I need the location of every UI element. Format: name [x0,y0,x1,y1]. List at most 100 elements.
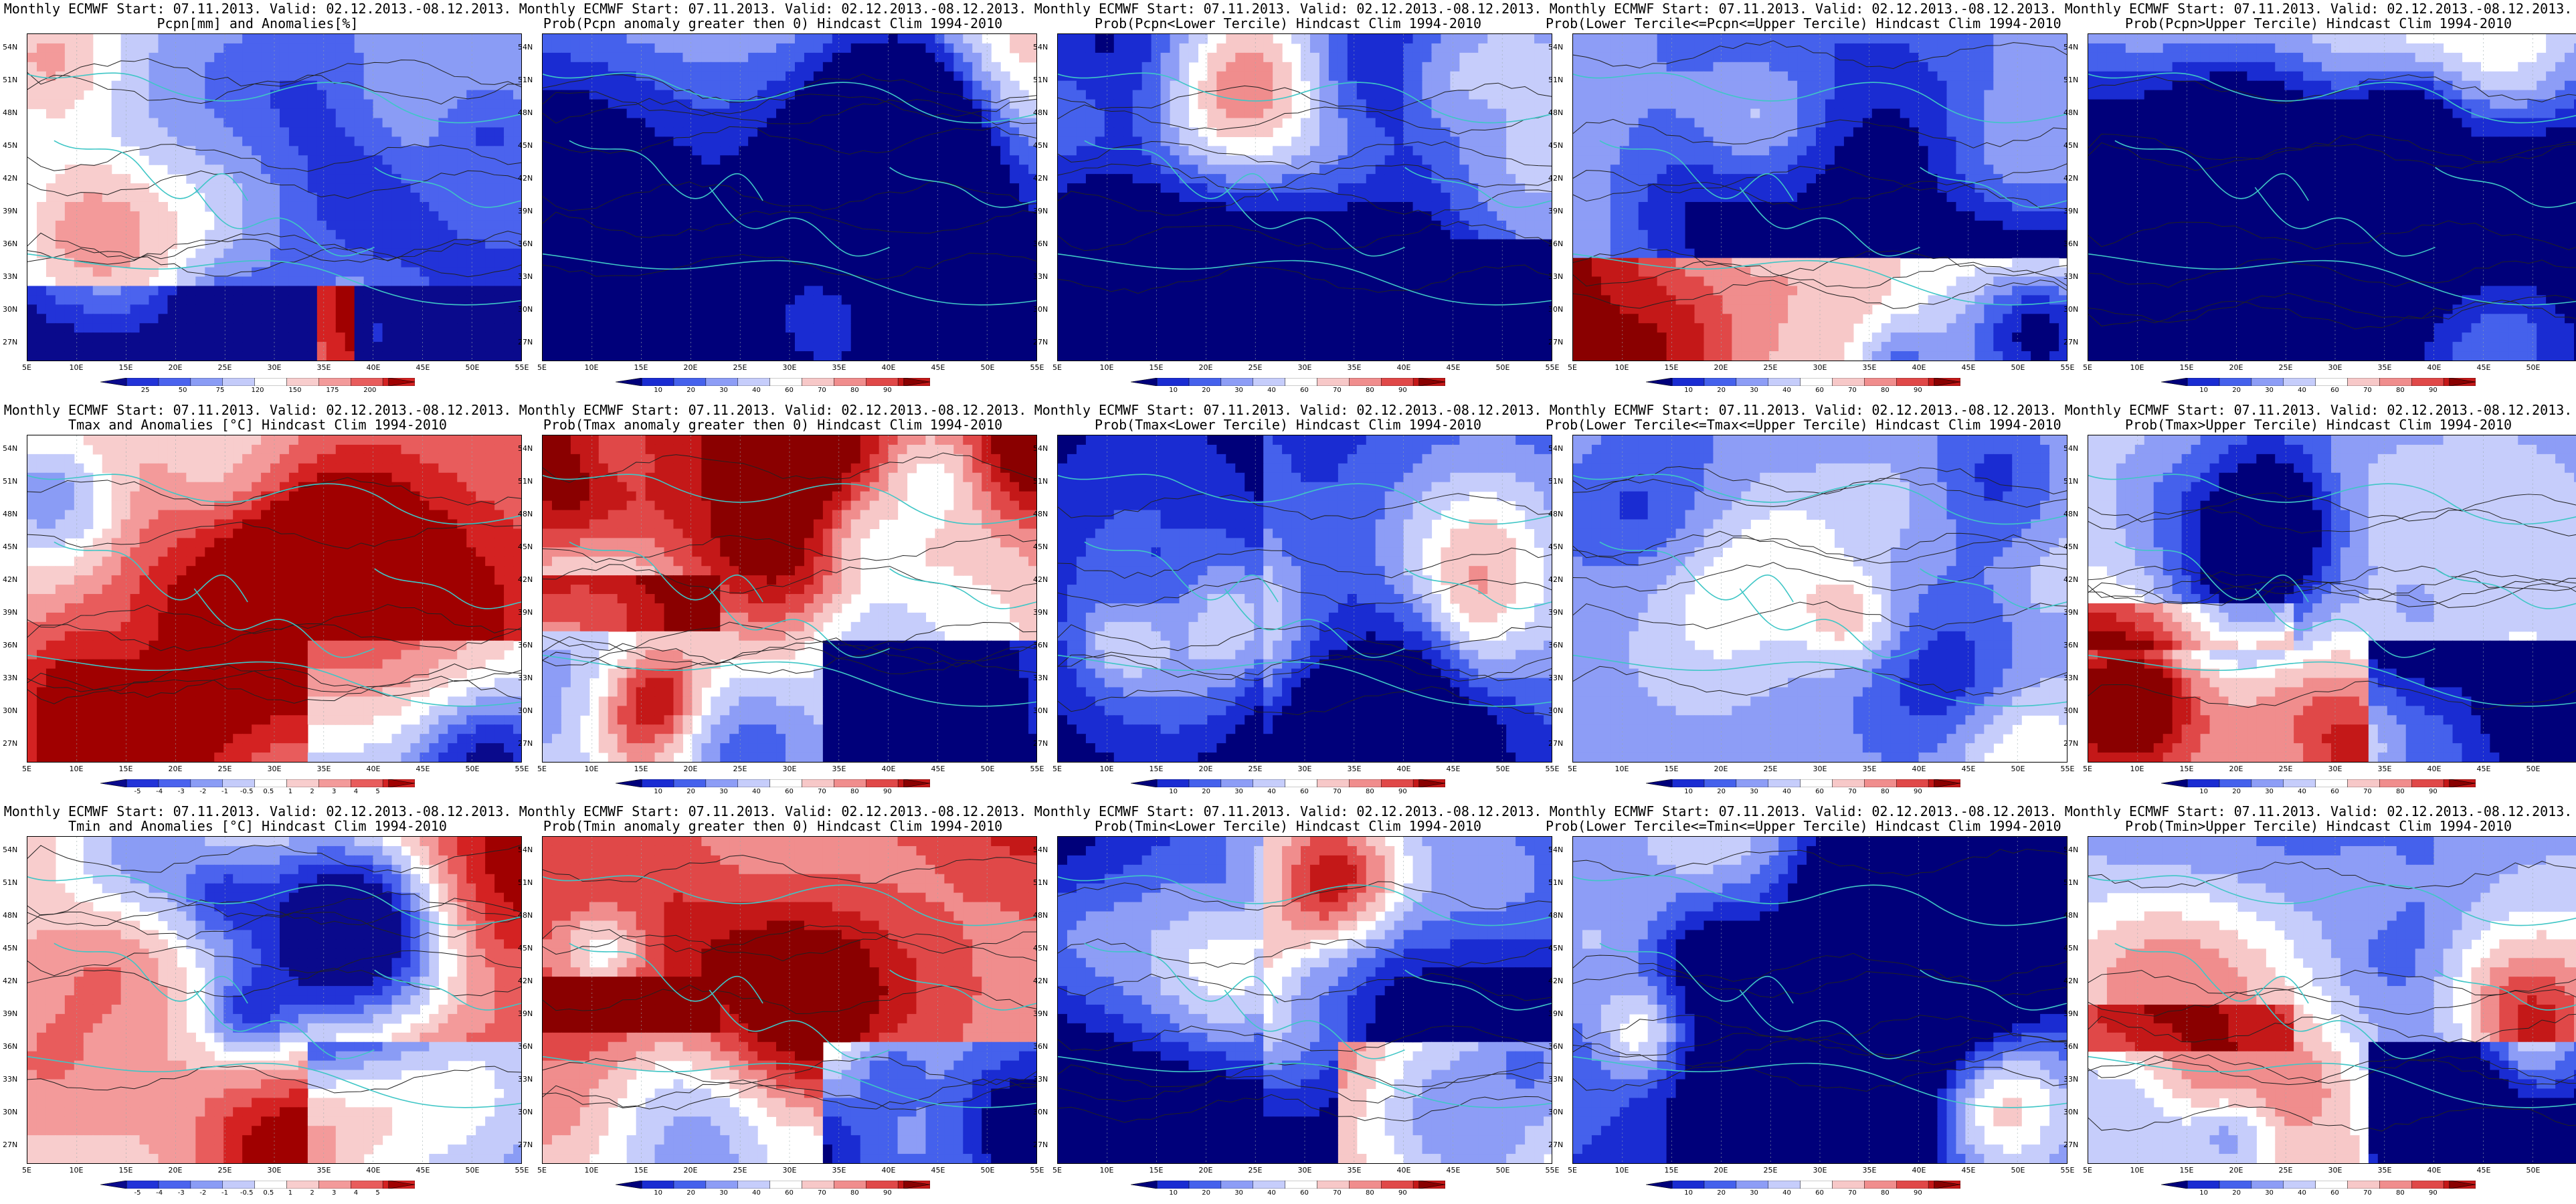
field-cell [233,136,243,146]
field-cell [982,52,992,63]
field-cell [270,165,280,175]
field-cell [316,136,327,146]
field-cell [363,90,374,100]
field-cell [953,276,963,287]
field-cell [804,248,814,259]
field-cell [45,267,56,278]
field-cell [1384,220,1395,231]
field-cell [64,267,75,278]
field-cell [794,295,805,305]
field-cell [907,146,917,156]
field-cell [1141,248,1152,259]
field-cell [608,267,618,278]
field-cell [252,62,262,72]
field-cell [1459,174,1469,184]
field-cell [214,43,224,54]
field-cell [429,174,439,184]
field-cell [692,286,702,296]
field-cell [316,323,327,333]
field-cell [636,286,646,296]
field-cell [1422,183,1433,193]
field-cell [813,267,824,278]
field-cell [776,248,786,259]
field-cell [466,99,476,110]
field-cell [504,351,514,361]
field-cell [1338,99,1348,110]
field-cell [907,127,917,137]
field-cell [850,193,861,203]
field-cell [1151,90,1162,100]
field-cell [420,323,430,333]
field-cell [354,90,365,100]
field-cell [1010,220,1020,231]
field-cell [1076,165,1087,175]
field-cell [1000,332,1010,342]
field-cell [850,248,861,259]
field-cell [177,351,187,361]
field-cell [636,248,646,259]
field-cell [963,239,973,249]
field-cell [1113,80,1124,91]
field-cell [45,99,56,110]
field-cell [120,193,131,203]
field-cell [1422,71,1433,82]
field-cell [1309,71,1320,82]
field-cell [316,165,327,175]
field-cell [832,183,842,193]
field-cell [1328,201,1339,212]
field-cell [410,43,421,54]
field-cell [466,229,476,240]
field-cell [457,43,467,54]
field-cell [991,258,1001,268]
field-cell [757,165,767,175]
field-cell [692,267,702,278]
field-cell [897,155,908,165]
field-cell [1000,71,1010,82]
field-cell [1076,258,1087,268]
field-cell [1412,229,1423,240]
field-cell [316,286,327,296]
field-cell [1179,34,1190,44]
field-cell [1291,201,1301,212]
field-cell [748,258,758,268]
field-cell [991,90,1001,100]
field-cell [617,127,628,137]
field-cell [1104,99,1115,110]
field-cell [907,62,917,72]
field-cell [335,304,346,314]
field-cell [1301,165,1311,175]
field-cell [261,34,271,44]
field-cell [813,155,824,165]
field-cell [1076,183,1087,193]
field-cell [626,201,637,212]
field-cell [316,304,327,314]
field-cell [1085,90,1096,100]
field-cell [1534,118,1544,128]
field-cell [1422,80,1433,91]
field-cell [869,304,880,314]
field-cell [907,239,917,249]
field-cell [1534,155,1544,165]
lat-tick-label: 45N [518,141,533,150]
colorbar-swatch [673,378,707,386]
field-cell [270,174,280,184]
field-cell [982,62,992,72]
field-cell [794,342,805,352]
field-cell [664,146,674,156]
field-cell [1179,146,1190,156]
field-cell [354,201,365,212]
field-cell [1273,165,1283,175]
field-cell [654,351,665,361]
field-cell [195,276,205,287]
field-cell [1273,183,1283,193]
field-cell [692,258,702,268]
field-cell [1226,155,1236,165]
field-cell [242,136,252,146]
field-cell [1170,258,1180,268]
field-cell [608,127,618,137]
field-cell [551,304,562,314]
field-cell [214,295,224,305]
field-cell [1347,201,1358,212]
field-cell [897,286,908,296]
field-cell [982,220,992,231]
